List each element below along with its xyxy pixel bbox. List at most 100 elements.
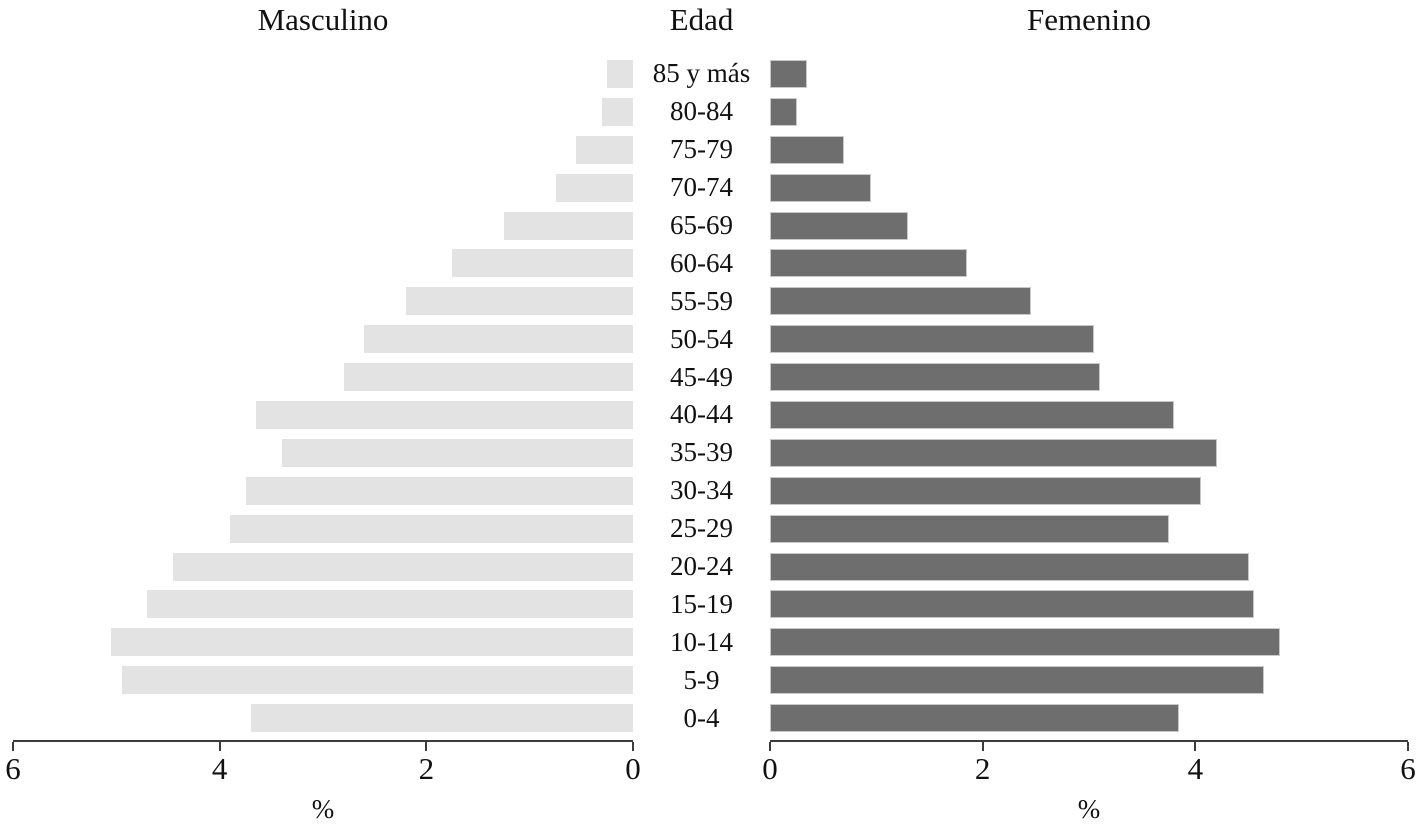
age-label: 10-14	[670, 626, 733, 657]
axis-tick-label: 4	[1187, 751, 1204, 786]
pyramid-row: 30-34	[0, 472, 1418, 510]
left-bar-cell	[13, 514, 633, 543]
left-bar-cell	[13, 249, 633, 278]
axis-tick	[12, 742, 14, 751]
axis-tick	[1194, 742, 1197, 751]
axis-tick	[632, 742, 634, 751]
age-axis-title: Edad	[669, 2, 734, 37]
pyramid-row: 70-74	[0, 169, 1418, 207]
axis-tick	[769, 742, 771, 751]
right-bar-cell	[770, 249, 1408, 278]
pyramid-row: 45-49	[0, 358, 1418, 396]
pyramid-row: 0-4	[0, 699, 1418, 737]
bar-masculino	[576, 135, 633, 164]
right-bar-cell	[770, 363, 1408, 392]
pyramid-row: 25-29	[0, 510, 1418, 548]
left-axis-unit-label: %	[311, 794, 335, 824]
pyramid-row: 35-39	[0, 434, 1418, 472]
age-label: 0-4	[683, 702, 720, 733]
pyramid-row: 20-24	[0, 548, 1418, 586]
right-bar-cell	[770, 97, 1408, 126]
left-bar-cell	[13, 666, 633, 695]
pyramid-row: 40-44	[0, 396, 1418, 434]
age-label: 20-24	[670, 551, 733, 582]
age-label: 75-79	[670, 134, 733, 165]
bar-masculino	[602, 97, 633, 126]
pyramid-row: 85 y más	[0, 55, 1418, 93]
left-bar-cell	[13, 173, 633, 202]
right-bar-cell	[770, 438, 1408, 467]
pyramid-row: 65-69	[0, 207, 1418, 245]
bar-masculino	[607, 59, 633, 88]
right-bar-cell	[770, 173, 1408, 202]
bar-femenino	[770, 363, 1100, 392]
bar-femenino	[770, 325, 1095, 354]
right-bar-cell	[770, 628, 1408, 657]
axis-band: 6 4 2 0 0 2 4 6	[0, 740, 1418, 788]
left-bar-cell	[13, 97, 633, 126]
right-bar-cell	[770, 590, 1408, 619]
bar-masculino	[121, 666, 633, 695]
left-x-axis: 6 4 2 0	[5, 740, 641, 788]
right-x-axis: 0 2 4 6	[762, 740, 1416, 788]
axis-tick-label: 0	[762, 751, 778, 786]
bar-femenino	[770, 590, 1254, 619]
left-bar-cell	[13, 476, 633, 505]
age-label: 60-64	[670, 247, 733, 278]
bar-femenino	[770, 211, 909, 240]
age-label: 40-44	[670, 399, 733, 430]
axis-tick	[1407, 742, 1409, 751]
bar-masculino	[230, 514, 633, 543]
pyramid-row: 55-59	[0, 282, 1418, 320]
bar-femenino	[770, 704, 1180, 733]
right-bar-cell	[770, 287, 1408, 316]
pyramid-row: 15-19	[0, 585, 1418, 623]
pyramid-row: 60-64	[0, 244, 1418, 282]
left-bar-cell	[13, 325, 633, 354]
bar-masculino	[364, 325, 633, 354]
right-bar-cell	[770, 704, 1408, 733]
age-label: 35-39	[670, 437, 733, 468]
right-bar-cell	[770, 211, 1408, 240]
right-bar-cell	[770, 325, 1408, 354]
age-label: 50-54	[670, 323, 733, 354]
age-label: 45-49	[670, 361, 733, 392]
bar-masculino	[173, 552, 633, 581]
axis-tick-label: 6	[1400, 751, 1416, 786]
bar-femenino	[770, 287, 1031, 316]
bar-masculino	[452, 249, 633, 278]
age-label: 85 y más	[652, 58, 751, 89]
left-bar-cell	[13, 287, 633, 316]
bar-femenino	[770, 59, 808, 88]
unit-gap	[633, 788, 770, 827]
right-bar-cell	[770, 400, 1408, 429]
axis-tick	[981, 742, 984, 751]
axis-tick-label: 2	[974, 751, 991, 786]
age-label: 25-29	[670, 513, 733, 544]
bar-femenino	[770, 514, 1169, 543]
pyramid-row: 80-84	[0, 93, 1418, 131]
unit-label-band: % %	[0, 788, 1418, 827]
right-axis-unit-label: %	[1077, 794, 1101, 824]
left-bar-cell	[13, 363, 633, 392]
left-bar-cell	[13, 400, 633, 429]
bar-masculino	[147, 590, 633, 619]
bar-masculino	[405, 287, 633, 316]
bar-masculino	[111, 628, 633, 657]
bar-femenino	[770, 249, 967, 278]
bar-femenino	[770, 97, 797, 126]
bar-femenino	[770, 400, 1175, 429]
left-bar-cell	[13, 438, 633, 467]
axis-tick-label: 6	[5, 751, 21, 786]
axis-line	[770, 740, 1408, 742]
right-panel-title: Femenino	[1027, 2, 1151, 37]
bar-masculino	[255, 400, 633, 429]
bar-femenino	[770, 552, 1249, 581]
pyramid-rows: 85 y más 80-84 75-79 70-74 65-69 60-64 55-59 50…	[0, 55, 1418, 737]
axis-gap	[633, 740, 770, 788]
axis-tick	[218, 742, 221, 751]
bar-masculino	[250, 704, 633, 733]
pyramid-row: 5-9	[0, 661, 1418, 699]
left-panel-title: Masculino	[257, 2, 389, 37]
bar-masculino	[503, 211, 633, 240]
